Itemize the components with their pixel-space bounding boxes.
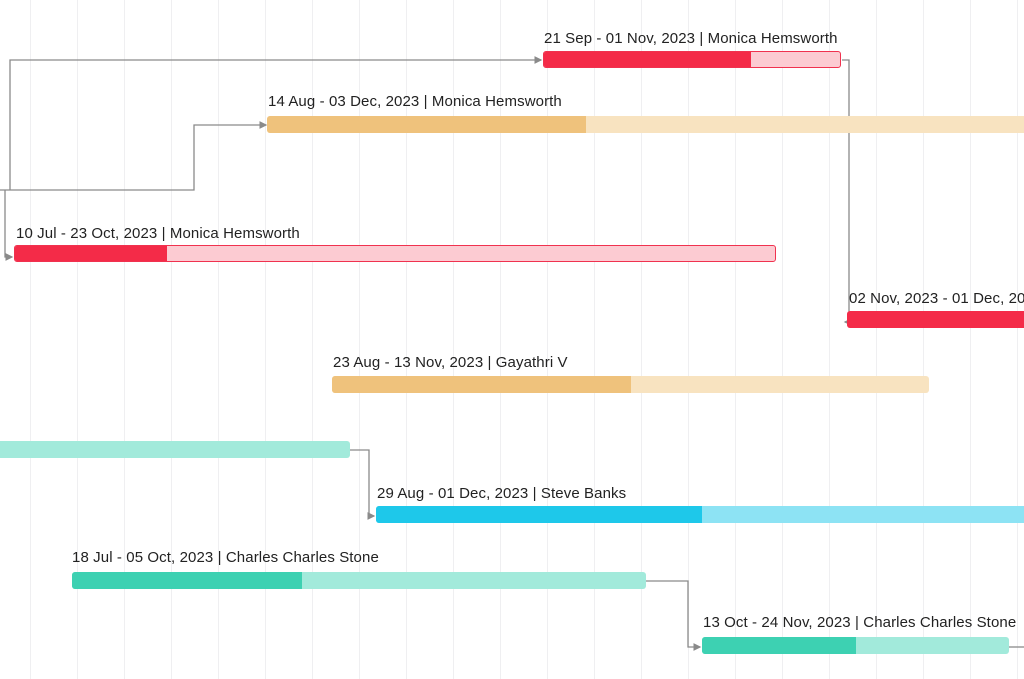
- task-label: 02 Nov, 2023 - 01 Dec, 2023: [849, 290, 1024, 307]
- gridline: [641, 0, 642, 679]
- task-bar[interactable]: [332, 376, 929, 393]
- task-progress: [376, 506, 702, 523]
- gridline: [30, 0, 31, 679]
- task-label: 13 Oct - 24 Nov, 2023 | Charles Charles …: [703, 614, 1017, 631]
- gridline: [265, 0, 266, 679]
- task-label: 18 Jul - 05 Oct, 2023 | Charles Charles …: [72, 549, 379, 566]
- task-progress: [15, 246, 167, 261]
- task-label: 10 Jul - 23 Oct, 2023 | Monica Hemsworth: [16, 225, 300, 242]
- dependency-line: [0, 121, 268, 191]
- gridline: [312, 0, 313, 679]
- task-label: 23 Aug - 13 Nov, 2023 | Gayathri V: [333, 354, 568, 371]
- gridline: [829, 0, 830, 679]
- gridline: [735, 0, 736, 679]
- dependency-line: [350, 449, 376, 520]
- task-label: 14 Aug - 03 Dec, 2023 | Monica Hemsworth: [268, 93, 562, 110]
- dependency-line: [842, 59, 852, 326]
- gridline: [547, 0, 548, 679]
- gridline: [359, 0, 360, 679]
- task-bar[interactable]: [14, 245, 776, 262]
- gridline: [77, 0, 78, 679]
- task-label: 21 Sep - 01 Nov, 2023 | Monica Hemsworth: [544, 30, 838, 47]
- task-bar[interactable]: [267, 116, 1024, 133]
- gridline: [876, 0, 877, 679]
- task-progress: [847, 311, 1024, 328]
- task-progress: [332, 376, 631, 393]
- task-progress: [267, 116, 587, 133]
- gridline: [970, 0, 971, 679]
- task-bar[interactable]: [543, 51, 841, 68]
- dependency-line: [646, 580, 702, 651]
- gridline: [124, 0, 125, 679]
- task-bar[interactable]: [847, 311, 1024, 328]
- gridline: [782, 0, 783, 679]
- gridline: [594, 0, 595, 679]
- task-progress: [702, 637, 856, 654]
- gridline: [923, 0, 924, 679]
- gridline: [453, 0, 454, 679]
- task-progress: [72, 572, 302, 589]
- gridline: [218, 0, 219, 679]
- dependency-line: [4, 190, 14, 261]
- task-bar[interactable]: [72, 572, 646, 589]
- dependency-line: [9, 56, 543, 190]
- gridline: [171, 0, 172, 679]
- gridline: [500, 0, 501, 679]
- task-bar[interactable]: [376, 506, 1024, 523]
- gridline: [406, 0, 407, 679]
- gridline: [688, 0, 689, 679]
- task-label: 29 Aug - 01 Dec, 2023 | Steve Banks: [377, 485, 627, 502]
- task-bar[interactable]: [0, 441, 350, 458]
- gridline: [1017, 0, 1018, 679]
- task-progress: [544, 52, 752, 67]
- task-bar[interactable]: [702, 637, 1009, 654]
